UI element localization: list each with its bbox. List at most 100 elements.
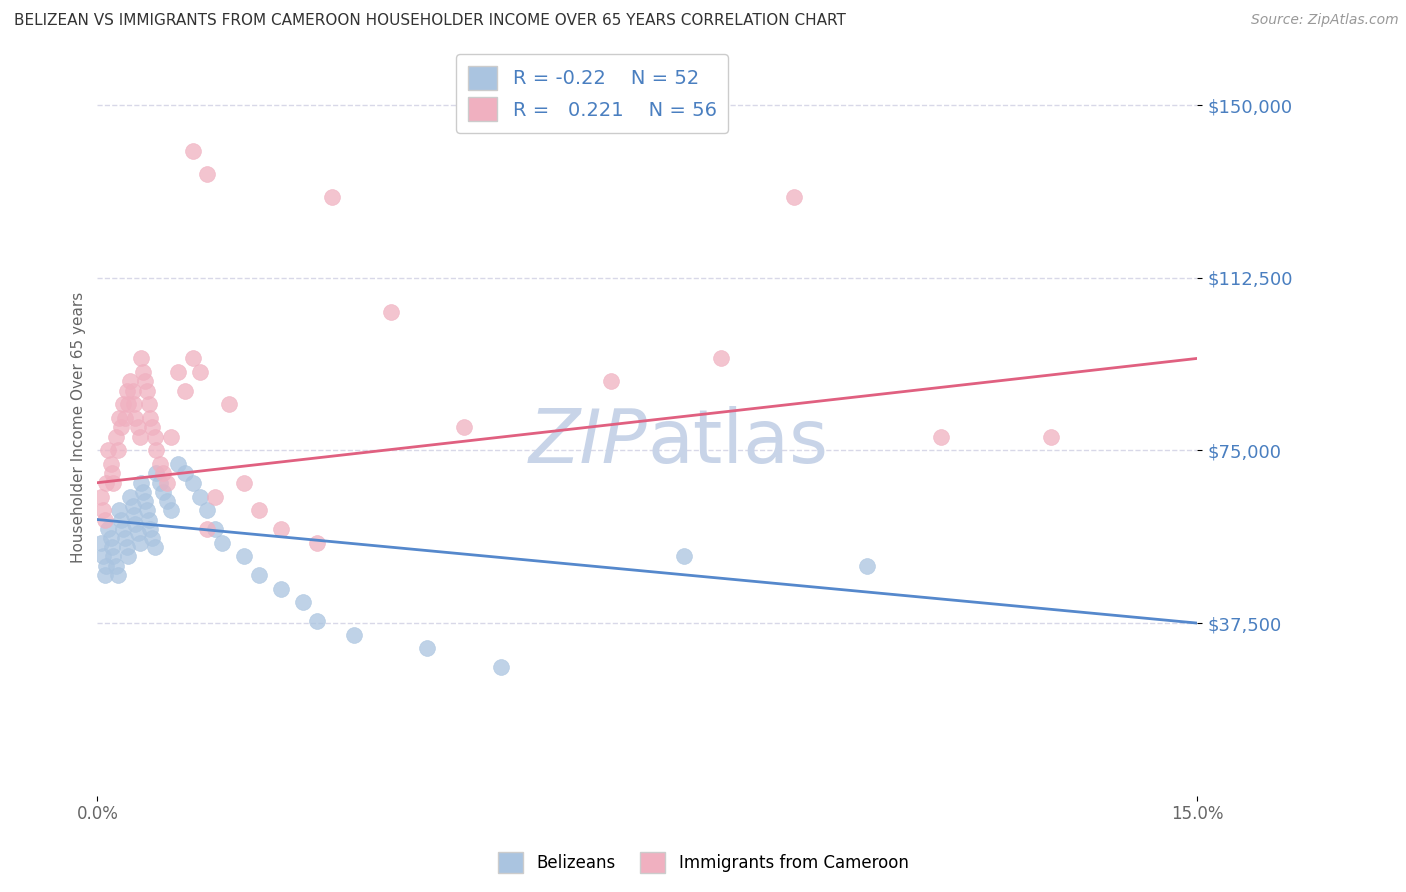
Point — [134, 375, 156, 389]
Point — [127, 526, 149, 541]
Point — [124, 517, 146, 532]
Point — [233, 549, 256, 564]
Point — [122, 397, 145, 411]
Point — [128, 430, 150, 444]
Point — [136, 384, 159, 398]
Point — [270, 582, 292, 596]
Point — [97, 522, 120, 536]
Point — [1039, 430, 1062, 444]
Point — [141, 531, 163, 545]
Point — [343, 627, 366, 641]
Point — [321, 190, 343, 204]
Point — [489, 660, 512, 674]
Point — [91, 549, 114, 564]
Point — [104, 430, 127, 444]
Point — [211, 535, 233, 549]
Point — [132, 484, 155, 499]
Text: Source: ZipAtlas.com: Source: ZipAtlas.com — [1251, 13, 1399, 28]
Point — [195, 522, 218, 536]
Point — [134, 494, 156, 508]
Point — [100, 458, 122, 472]
Text: atlas: atlas — [647, 406, 828, 479]
Point — [159, 430, 181, 444]
Text: BELIZEAN VS IMMIGRANTS FROM CAMEROON HOUSEHOLDER INCOME OVER 65 YEARS CORRELATIO: BELIZEAN VS IMMIGRANTS FROM CAMEROON HOU… — [14, 13, 846, 29]
Point — [103, 475, 125, 490]
Point — [136, 503, 159, 517]
Point — [107, 567, 129, 582]
Point — [108, 411, 131, 425]
Point — [710, 351, 733, 366]
Point — [94, 558, 117, 573]
Point — [152, 484, 174, 499]
Point — [380, 305, 402, 319]
Point — [124, 411, 146, 425]
Point — [114, 411, 136, 425]
Point — [138, 397, 160, 411]
Point — [120, 490, 142, 504]
Point — [167, 458, 190, 472]
Point — [108, 503, 131, 517]
Point — [599, 375, 621, 389]
Point — [195, 167, 218, 181]
Legend: R = -0.22    N = 52, R =   0.221    N = 56: R = -0.22 N = 52, R = 0.221 N = 56 — [457, 54, 728, 133]
Point — [929, 430, 952, 444]
Point — [121, 384, 143, 398]
Point — [127, 420, 149, 434]
Point — [152, 467, 174, 481]
Point — [139, 411, 162, 425]
Point — [204, 522, 226, 536]
Y-axis label: Householder Income Over 65 years: Householder Income Over 65 years — [72, 292, 86, 563]
Point — [115, 540, 138, 554]
Point — [90, 490, 112, 504]
Point — [204, 490, 226, 504]
Point — [143, 540, 166, 554]
Point — [145, 443, 167, 458]
Point — [247, 503, 270, 517]
Point — [138, 512, 160, 526]
Point — [416, 641, 439, 656]
Point — [131, 475, 153, 490]
Point — [783, 190, 806, 204]
Point — [131, 351, 153, 366]
Point — [117, 397, 139, 411]
Text: ZIP: ZIP — [529, 406, 647, 478]
Point — [181, 145, 204, 159]
Point — [94, 475, 117, 490]
Point — [90, 535, 112, 549]
Point — [181, 351, 204, 366]
Point — [104, 558, 127, 573]
Point — [111, 397, 134, 411]
Point — [128, 535, 150, 549]
Point — [141, 420, 163, 434]
Point — [188, 365, 211, 379]
Point — [291, 595, 314, 609]
Point — [139, 522, 162, 536]
Point — [218, 397, 240, 411]
Point — [453, 420, 475, 434]
Point — [120, 375, 142, 389]
Point — [100, 531, 122, 545]
Point — [93, 512, 115, 526]
Point — [101, 540, 124, 554]
Point — [143, 430, 166, 444]
Point — [195, 503, 218, 517]
Point — [247, 567, 270, 582]
Point — [103, 549, 125, 564]
Point — [167, 365, 190, 379]
Point — [110, 512, 132, 526]
Point — [149, 475, 172, 490]
Point — [115, 384, 138, 398]
Point — [181, 475, 204, 490]
Point — [117, 549, 139, 564]
Point — [149, 458, 172, 472]
Point — [174, 384, 197, 398]
Point — [107, 443, 129, 458]
Point — [270, 522, 292, 536]
Point — [233, 475, 256, 490]
Point — [307, 614, 329, 628]
Point — [91, 503, 114, 517]
Point — [132, 365, 155, 379]
Point — [156, 475, 179, 490]
Point — [97, 443, 120, 458]
Legend: Belizeans, Immigrants from Cameroon: Belizeans, Immigrants from Cameroon — [491, 846, 915, 880]
